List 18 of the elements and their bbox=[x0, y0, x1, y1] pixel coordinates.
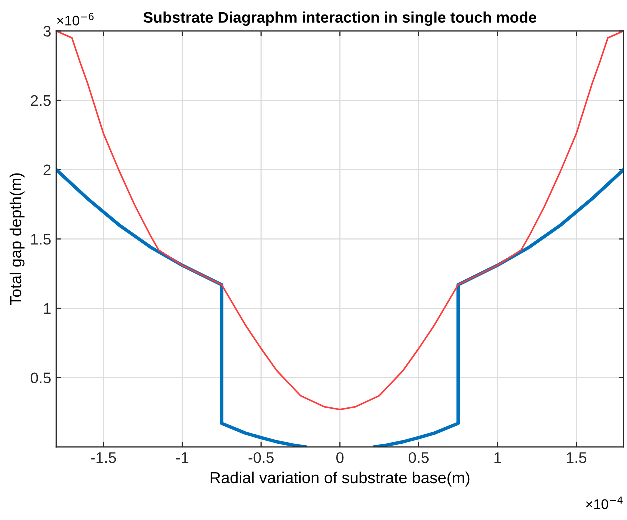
y-tick-label: 1 bbox=[44, 304, 51, 314]
text: ×10$^{−4}$ bbox=[586, 496, 623, 510]
x-tick-label: 0 bbox=[336, 452, 344, 464]
x-tick-label: 1.5 bbox=[567, 452, 587, 464]
text: ×10$^{−6}$ bbox=[57, 13, 94, 26]
x-tick-label: -1.5 bbox=[91, 452, 116, 464]
x-tick-label: -1 bbox=[176, 452, 189, 464]
x-axis-title: Radial variation of substrate base(m) bbox=[210, 472, 470, 487]
y-tick-label: 0.5 bbox=[30, 372, 51, 384]
x-tick-label: -0.5 bbox=[248, 452, 274, 464]
y-tick-label: 2.5 bbox=[31, 95, 51, 106]
y-tick-label: 2 bbox=[44, 164, 51, 176]
x-tick-label: 0.5 bbox=[408, 452, 429, 464]
y-tick-label: 3 bbox=[44, 26, 51, 37]
y-axis-title: Total gap depth(m) bbox=[10, 174, 25, 306]
y-tick-label: 1.5 bbox=[32, 234, 51, 245]
x-tick-label: 1 bbox=[494, 452, 502, 464]
chart-title: Substrate Diagraphm interaction in single touch mode bbox=[144, 12, 537, 26]
